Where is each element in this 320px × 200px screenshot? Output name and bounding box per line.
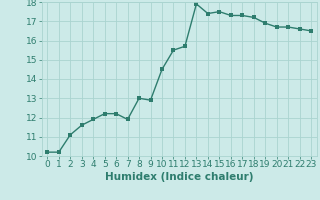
X-axis label: Humidex (Indice chaleur): Humidex (Indice chaleur) [105,172,253,182]
